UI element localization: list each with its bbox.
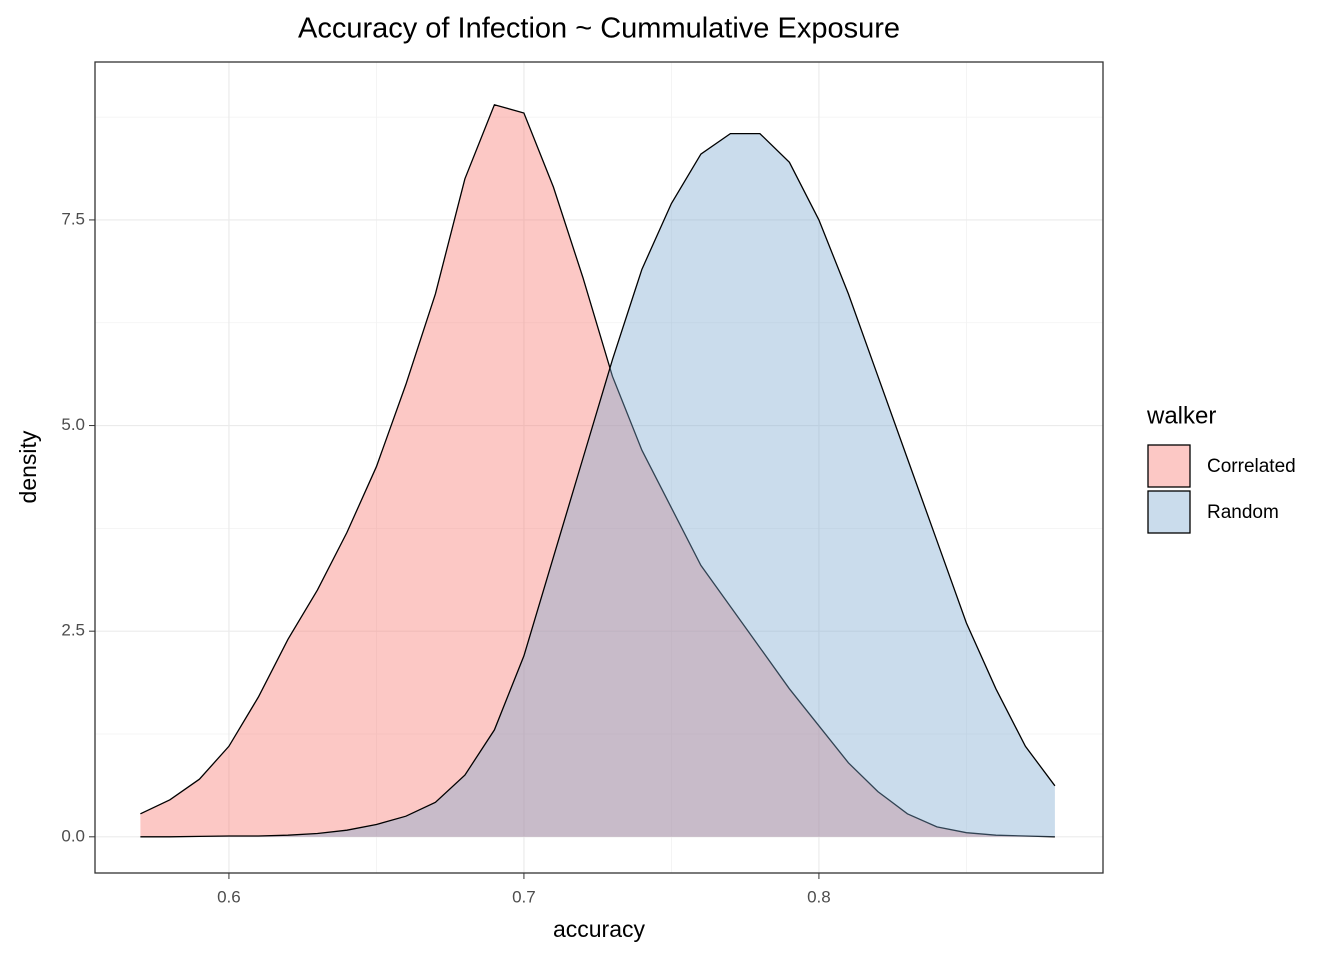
legend-key-bg (1148, 491, 1190, 533)
x-axis-title: accuracy (553, 916, 646, 942)
plot-border (94, 61, 1104, 874)
legend-title: walker (1146, 402, 1216, 429)
density-line (140, 132, 1056, 838)
x-tick-label: 0.8 (807, 887, 831, 906)
y-tick-label: 0.0 (61, 826, 85, 845)
area-fill (140, 133, 1055, 837)
density-line (140, 104, 1055, 838)
x-tick-label: 0.7 (512, 887, 536, 906)
y-axis-title: density (15, 430, 41, 503)
y-tick-label: 7.5 (61, 209, 85, 228)
area-fill (140, 104, 1055, 837)
chart-title: Accuracy of Infection ~ Cummulative Expo… (298, 13, 900, 45)
legend-label: Random (1207, 502, 1279, 523)
legend-label: Correlated (1207, 456, 1296, 477)
y-tick-label: 2.5 (61, 621, 85, 640)
legend-key-bg (1148, 445, 1190, 487)
y-tick-label: 5.0 (61, 415, 85, 434)
legend-key (1147, 444, 1191, 488)
legend-key (1147, 490, 1191, 534)
x-tick-label: 0.6 (217, 887, 241, 906)
